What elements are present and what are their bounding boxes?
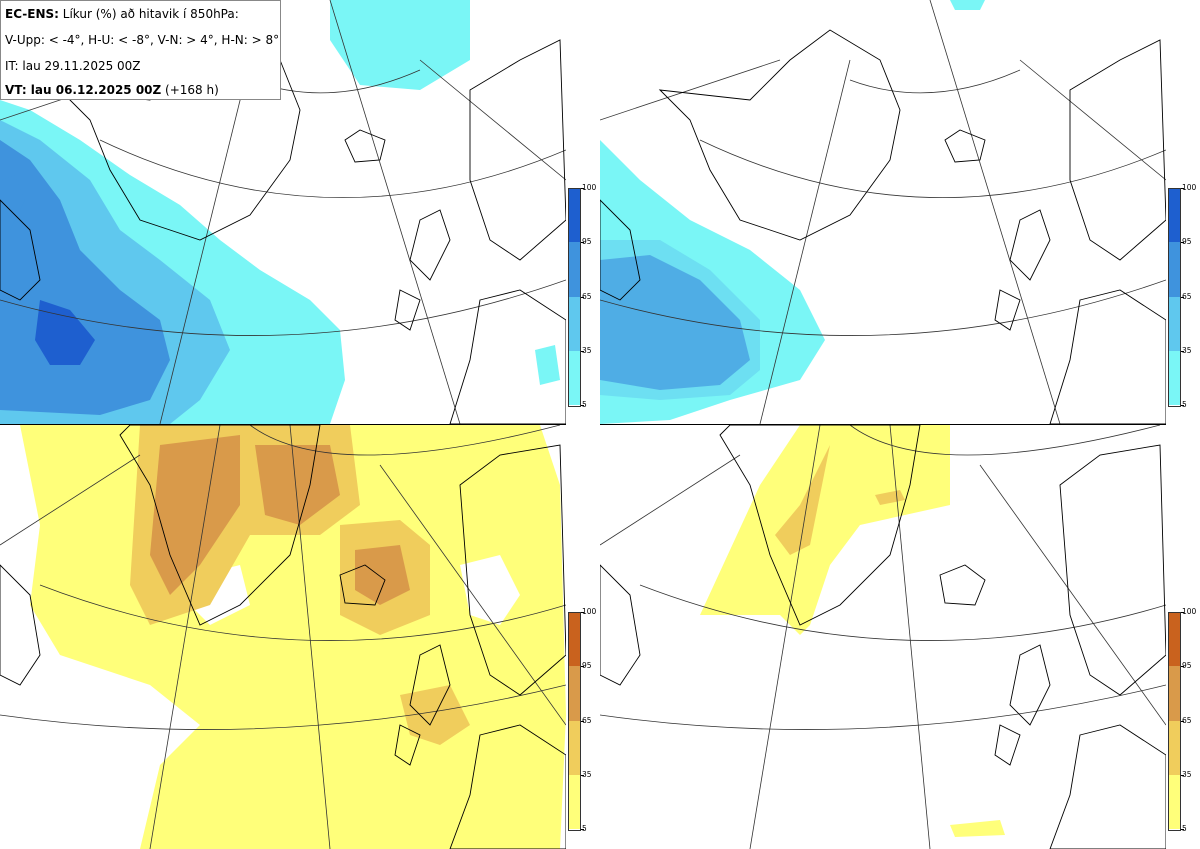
valid-time: VT: lau 06.12.2025 00Z [5, 83, 162, 97]
probability-field [20, 425, 566, 849]
coastlines [600, 29, 1166, 424]
probability-map-warm-4 [0, 425, 566, 849]
colorbar-tick-label: 100 [582, 183, 597, 192]
colorbar-tick-label: 35 [1182, 345, 1192, 355]
colorbar-tick [1181, 666, 1184, 668]
colorbar-frame [1168, 612, 1181, 831]
colorbar-cold-right: 100 95 65 35 5 [1168, 184, 1200, 413]
colorbar-tick-label: 65 [1182, 291, 1192, 301]
probability-field [700, 425, 1005, 837]
colorbar-segment [568, 296, 581, 351]
colorbar-tick-label: 65 [582, 715, 592, 725]
colorbar-segment [568, 720, 581, 775]
colorbar-tick [581, 405, 584, 406]
coastlines [600, 425, 1166, 849]
colorbar-tick [581, 242, 584, 244]
colorbar-tick-label: 95 [1182, 237, 1192, 247]
colorbar-tick [581, 829, 584, 830]
colorbar-segment [1168, 350, 1181, 405]
colorbar-warm-left: 100 95 65 35 5 [568, 608, 602, 837]
map-panel-top-left: EC-ENS: Líkur (%) að hitavik í 850hPa: V… [0, 0, 566, 424]
colorbar-tick [581, 774, 584, 776]
map-panel-bottom-right [600, 424, 1166, 849]
colorbar-tick-label: 95 [1182, 661, 1192, 671]
map-panel-bottom-left [0, 424, 566, 849]
colorbar-frame [568, 188, 581, 407]
colorbar-tick-label: 35 [582, 769, 592, 779]
colorbar-segment [568, 612, 581, 667]
graticule [600, 0, 1166, 424]
colorbar-tick-label: 5 [1182, 400, 1187, 409]
colorbar-segment [1168, 666, 1181, 721]
colorbar-segment [1168, 188, 1181, 243]
criteria-text: V-Upp: < -4°, H-U: < -8°, V-N: > 4°, H-N… [5, 33, 280, 47]
colorbar-tick [581, 188, 584, 189]
colorbar-segment [1168, 242, 1181, 297]
probability-map-cold-8 [600, 0, 1166, 424]
colorbar-tick [581, 666, 584, 668]
colorbar-tick [1181, 296, 1184, 298]
colorbar-tick [1181, 350, 1184, 352]
colorbar-tick [581, 720, 584, 722]
colorbar-tick-label: 35 [1182, 769, 1192, 779]
colorbar-segment [568, 666, 581, 721]
colorbar-frame [1168, 188, 1181, 407]
colorbar-tick-label: 65 [582, 291, 592, 301]
colorbar-tick [1181, 405, 1184, 406]
colorbar-segment [1168, 720, 1181, 775]
graticule [0, 425, 566, 849]
model-label: EC-ENS: [5, 7, 59, 21]
colorbar-segment [568, 350, 581, 405]
colorbar-tick [581, 350, 584, 352]
colorbar-tick-label: 5 [582, 824, 587, 833]
colorbar-tick-label: 5 [1182, 824, 1187, 833]
map-panel-top-right [600, 0, 1166, 424]
colorbar-segment [1168, 296, 1181, 351]
colorbar-tick-label: 95 [582, 237, 592, 247]
colorbar-segment [568, 774, 581, 829]
colorbar-segment [1168, 774, 1181, 829]
colorbar-tick [1181, 774, 1184, 776]
init-time: IT: lau 29.11.2025 00Z [5, 59, 141, 73]
colorbar-segment [568, 242, 581, 297]
colorbar-tick [1181, 720, 1184, 722]
colorbar-tick [581, 612, 584, 613]
colorbar-segment [1168, 612, 1181, 667]
colorbar-tick-label: 95 [582, 661, 592, 671]
colorbar-tick [1181, 188, 1184, 189]
colorbar-tick-label: 65 [1182, 715, 1192, 725]
colorbar-tick [581, 296, 584, 298]
colorbar-tick [1181, 242, 1184, 244]
colorbar-tick-label: 100 [1182, 183, 1197, 192]
colorbar-tick-label: 100 [1182, 607, 1197, 616]
probability-field [0, 0, 560, 424]
probability-map-cold-4 [0, 0, 566, 424]
colorbar-tick-label: 35 [582, 345, 592, 355]
probability-map-warm-8 [600, 425, 1166, 849]
colorbar-frame [568, 612, 581, 831]
colorbar-warm-right: 100 95 65 35 5 [1168, 608, 1200, 837]
map-title: Líkur (%) að hitavik í 850hPa: [62, 7, 239, 21]
coastlines [0, 425, 566, 849]
lead-time: (+168 h) [165, 83, 219, 97]
colorbar-tick [1181, 829, 1184, 830]
colorbar-cold-left: 100 95 65 35 5 [568, 184, 602, 413]
colorbar-tick [1181, 612, 1184, 613]
colorbar-tick-label: 100 [582, 607, 597, 616]
probability-field [600, 0, 985, 424]
map-info-box: EC-ENS: Líkur (%) að hitavik í 850hPa: V… [0, 0, 281, 100]
colorbar-segment [568, 188, 581, 243]
colorbar-tick-label: 5 [582, 400, 587, 409]
